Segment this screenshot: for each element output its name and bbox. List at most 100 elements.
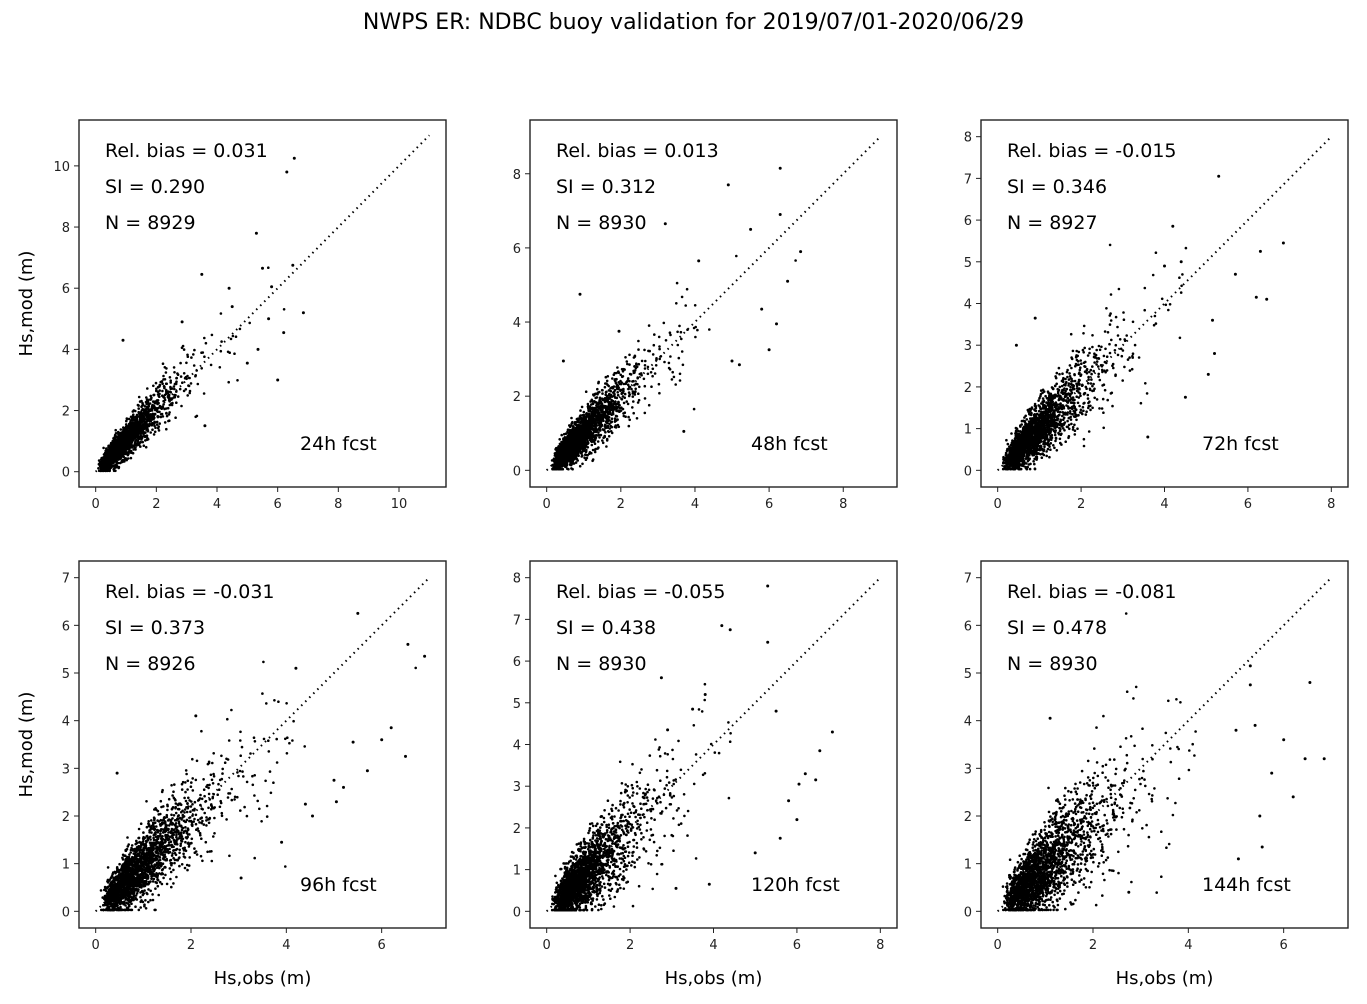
scatter-point bbox=[632, 400, 635, 403]
scatter-point bbox=[606, 426, 610, 429]
scatter-point bbox=[127, 417, 131, 421]
scatter-point bbox=[155, 420, 159, 424]
scatter-point bbox=[1104, 347, 1107, 351]
scatter-point bbox=[1033, 462, 1036, 466]
scatter-point-outlier bbox=[767, 348, 771, 352]
scatter-point bbox=[628, 363, 631, 366]
scatter-point bbox=[615, 383, 619, 387]
scatter-point bbox=[189, 382, 193, 385]
scatter-point bbox=[574, 446, 578, 450]
scatter-points bbox=[97, 156, 305, 473]
scatter-point bbox=[708, 328, 711, 331]
si-annotation: SI = 0.312 bbox=[556, 176, 656, 198]
scatter-point bbox=[1093, 396, 1096, 400]
scatter-point bbox=[677, 356, 681, 360]
scatter-point bbox=[603, 400, 607, 404]
scatter-point bbox=[562, 432, 566, 436]
scatter-point bbox=[116, 446, 119, 450]
scatter-point bbox=[583, 428, 587, 431]
scatter-point bbox=[104, 469, 108, 473]
scatter-point bbox=[140, 405, 143, 409]
scatter-point bbox=[574, 461, 578, 464]
scatter-point bbox=[613, 388, 617, 392]
si-annotation: SI = 0.290 bbox=[105, 176, 205, 198]
scatter-point bbox=[651, 374, 654, 378]
scatter-point bbox=[149, 413, 152, 416]
scatter-point bbox=[566, 428, 570, 432]
scatter-point bbox=[585, 456, 589, 460]
scatter-point bbox=[624, 415, 627, 419]
scatter-point bbox=[190, 356, 193, 359]
scatter-point bbox=[123, 443, 126, 447]
scatter-point bbox=[137, 395, 141, 399]
scatter-point bbox=[675, 302, 678, 305]
scatter-point bbox=[651, 353, 655, 356]
scatter-point bbox=[165, 414, 169, 418]
scatter-point bbox=[1068, 372, 1071, 375]
scatter-point bbox=[590, 443, 594, 447]
scatter-point bbox=[127, 440, 131, 444]
scatter-point bbox=[620, 392, 623, 396]
scatter-point bbox=[145, 412, 149, 415]
scatter-point bbox=[137, 404, 140, 407]
scatter-point bbox=[1077, 350, 1081, 354]
scatter-point bbox=[552, 457, 556, 461]
scatter-point bbox=[160, 412, 164, 416]
scatter-point bbox=[580, 437, 583, 440]
scatter-point bbox=[144, 400, 148, 404]
scatter-point bbox=[603, 425, 607, 428]
scatter-point bbox=[567, 467, 570, 471]
scatter-point bbox=[170, 402, 173, 406]
scatter-point bbox=[160, 380, 164, 383]
scatter-point bbox=[586, 405, 590, 408]
scatter-point bbox=[1067, 384, 1070, 387]
scatter-point bbox=[1084, 413, 1088, 416]
scatter-point bbox=[625, 380, 629, 383]
scatter-point bbox=[116, 443, 119, 447]
scatter-point bbox=[204, 341, 208, 345]
scatter-point bbox=[113, 444, 117, 447]
scatter-point bbox=[112, 467, 115, 471]
scatter-point bbox=[165, 382, 168, 386]
scatter-point bbox=[161, 382, 164, 386]
x-tick-label: 8 bbox=[839, 497, 847, 512]
scatter-point bbox=[628, 393, 631, 396]
scatter-point bbox=[675, 281, 679, 285]
scatter-point bbox=[605, 410, 608, 414]
scatter-point bbox=[593, 434, 596, 437]
scatter-point bbox=[116, 430, 120, 434]
scatter-point bbox=[581, 454, 584, 457]
scatter-point bbox=[112, 461, 115, 465]
scatter-point bbox=[606, 421, 609, 425]
scatter-point bbox=[616, 393, 620, 397]
scatter-point bbox=[192, 364, 196, 367]
scatter-point bbox=[152, 384, 155, 388]
scatter-point bbox=[616, 391, 619, 394]
scatter-point-outlier bbox=[267, 317, 271, 321]
scatter-point bbox=[586, 413, 589, 416]
scatter-point bbox=[643, 411, 647, 415]
scatter-point bbox=[575, 434, 578, 437]
y-tick-label: 6 bbox=[513, 242, 521, 257]
scatter-point bbox=[633, 393, 637, 396]
scatter-point bbox=[169, 391, 173, 394]
scatter-point bbox=[612, 405, 616, 409]
scatter-point bbox=[158, 410, 161, 414]
y-tick-label: 2 bbox=[513, 390, 521, 405]
scatter-point bbox=[165, 427, 168, 431]
scatter-point bbox=[617, 401, 620, 404]
scatter-point bbox=[603, 434, 606, 438]
scatter-point bbox=[150, 415, 153, 419]
x-tick-label: 4 bbox=[691, 497, 699, 512]
scatter-point bbox=[153, 421, 157, 424]
scatter-point bbox=[615, 415, 619, 418]
scatter-point bbox=[621, 375, 625, 378]
scatter-point bbox=[680, 350, 684, 353]
scatter-point bbox=[123, 460, 126, 463]
scatter-point bbox=[593, 400, 596, 403]
scatter-point bbox=[605, 379, 609, 383]
scatter-point bbox=[163, 398, 167, 402]
scatter-point bbox=[152, 400, 156, 404]
scatter-point bbox=[154, 426, 157, 430]
scatter-point bbox=[556, 451, 560, 455]
